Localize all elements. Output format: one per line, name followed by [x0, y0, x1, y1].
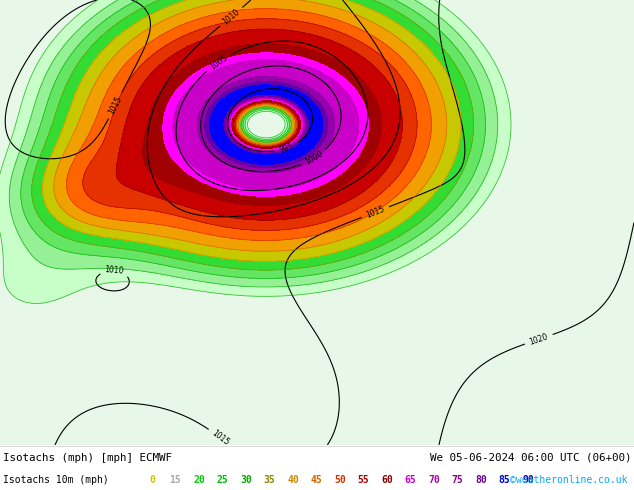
- Text: 55: 55: [358, 475, 370, 485]
- Text: 70: 70: [428, 475, 440, 485]
- Text: 45: 45: [311, 475, 322, 485]
- Text: 15: 15: [170, 475, 181, 485]
- Text: 1015: 1015: [365, 204, 386, 220]
- Text: 50: 50: [334, 475, 346, 485]
- Text: 25: 25: [217, 475, 228, 485]
- Text: 35: 35: [264, 475, 275, 485]
- Text: Isotachs (mph) [mph] ECMWF: Isotachs (mph) [mph] ECMWF: [3, 453, 172, 463]
- Text: 1020: 1020: [528, 332, 550, 346]
- Text: 40: 40: [287, 475, 299, 485]
- Text: 20: 20: [193, 475, 205, 485]
- Text: ©weatheronline.co.uk: ©weatheronline.co.uk: [510, 475, 628, 485]
- Text: 995: 995: [278, 142, 295, 155]
- Text: 65: 65: [404, 475, 417, 485]
- Text: Isotachs 10m (mph): Isotachs 10m (mph): [3, 475, 109, 485]
- Text: 80: 80: [475, 475, 487, 485]
- Text: 75: 75: [451, 475, 463, 485]
- Text: 60: 60: [381, 475, 393, 485]
- Text: 30: 30: [240, 475, 252, 485]
- Text: 1010: 1010: [105, 266, 124, 276]
- Text: 1010: 1010: [221, 7, 242, 26]
- Text: 85: 85: [498, 475, 510, 485]
- Text: 1015: 1015: [210, 429, 231, 447]
- Text: 0: 0: [149, 475, 155, 485]
- Text: 1015: 1015: [107, 95, 124, 116]
- Text: 90: 90: [522, 475, 534, 485]
- Text: 1005: 1005: [208, 53, 229, 72]
- Text: We 05-06-2024 06:00 UTC (06+00): We 05-06-2024 06:00 UTC (06+00): [429, 453, 631, 463]
- Text: 1000: 1000: [303, 149, 325, 167]
